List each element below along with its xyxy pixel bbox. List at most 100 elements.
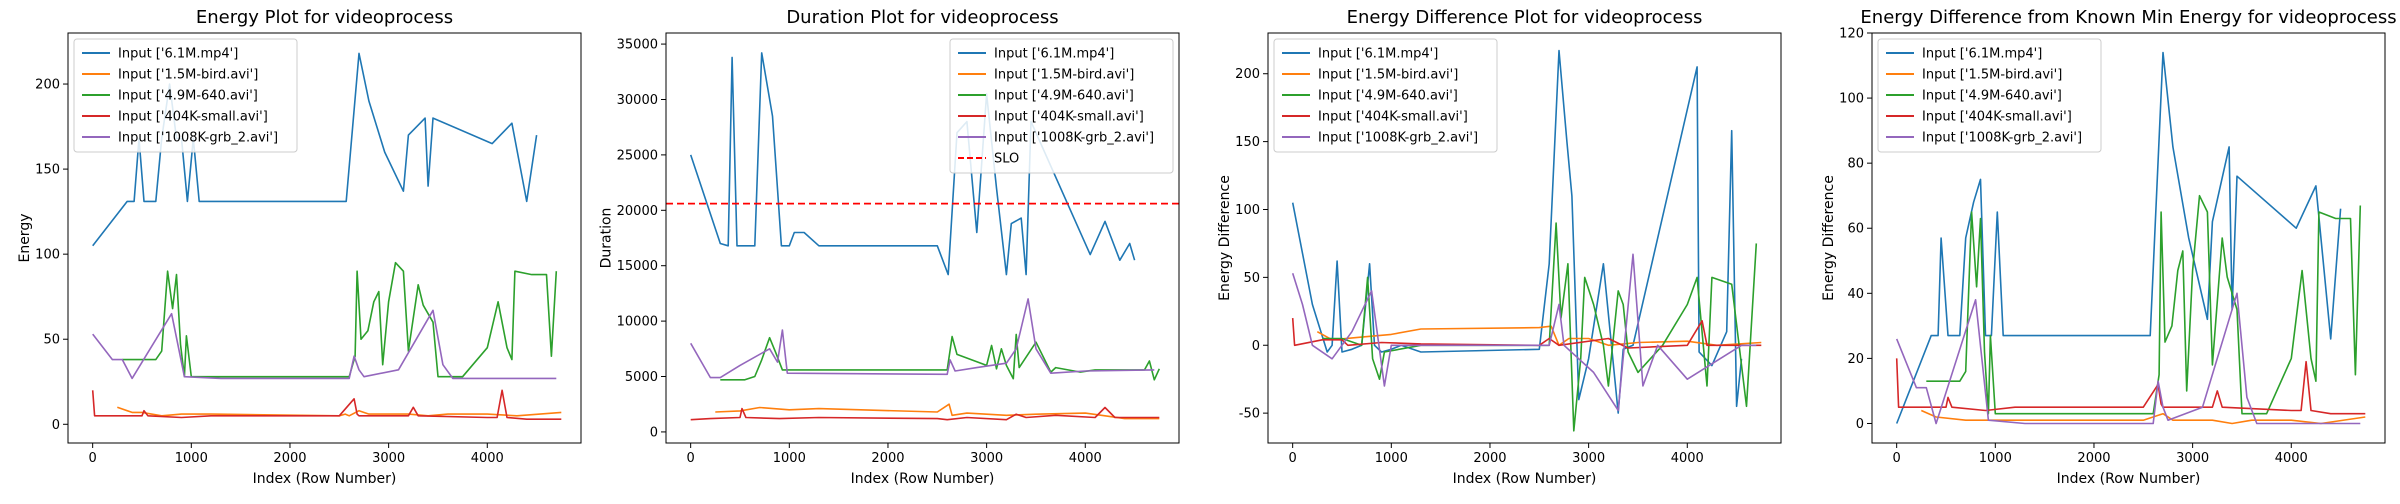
- legend: Input ['6.1M.mp4'] Input ['1.5M-bird.avi'…: [949, 38, 1174, 174]
- legend-label: Input ['6.1M.mp4']: [1318, 47, 1438, 62]
- y-tick-label: 50: [1243, 271, 1260, 286]
- series-group: [91, 52, 562, 420]
- series-line-3: [122, 261, 558, 378]
- y-tick-label: 200: [35, 78, 60, 93]
- y-tick-label: 120: [1839, 27, 1864, 42]
- legend: Input ['6.1M.mp4'] Input ['1.5M-bird.avi'…: [1877, 38, 2102, 153]
- x-tick-label: 1000: [773, 451, 806, 466]
- series-line-5: [690, 298, 1155, 379]
- y-tick-label: 30000: [617, 93, 658, 108]
- legend-label: Input ['6.1M.mp4']: [118, 47, 238, 62]
- legend-label: Input ['6.1M.mp4']: [1922, 47, 2042, 62]
- y-tick-label: 5000: [625, 370, 658, 385]
- series-group: [666, 52, 1179, 421]
- y-tick-label: 20: [1847, 352, 1864, 367]
- legend-box: [1877, 38, 2102, 153]
- legend-label: Input ['1.5M-bird.avi']: [1318, 68, 1458, 83]
- legend-label: Input ['404K-small.avi']: [118, 110, 268, 125]
- y-axis-label: Energy Difference: [1821, 175, 1837, 301]
- legend-label: Input ['1.5M-bird.avi']: [994, 68, 1134, 83]
- series-line-2: [715, 403, 1160, 420]
- y-tick-label: 150: [1235, 135, 1260, 150]
- series-line-1: [1895, 51, 2342, 424]
- axes-frame: [665, 32, 1180, 444]
- y-tick-label: 50: [43, 333, 60, 348]
- legend-label: Input ['6.1M.mp4']: [994, 47, 1114, 62]
- legend-label: Input ['1008K-grb_2.avi']: [118, 131, 278, 146]
- y-tick-label: 25000: [617, 148, 658, 163]
- chart-title: Energy Difference Plot for videoprocess: [1347, 7, 1703, 28]
- y-axis-label: Energy: [17, 213, 33, 262]
- y-tick-label: 100: [1839, 92, 1864, 107]
- legend-box: [949, 38, 1174, 174]
- x-tick-label: 0: [1289, 451, 1297, 466]
- series-line-3: [720, 333, 1161, 381]
- x-tick-label: 0: [89, 451, 97, 466]
- series-line-5: [1895, 292, 2361, 425]
- legend-label: Input ['1.5M-bird.avi']: [1922, 68, 2062, 83]
- series-line-4: [1895, 358, 2366, 415]
- x-tick-label: 3000: [2176, 451, 2209, 466]
- y-tick-label: -50: [1239, 407, 1260, 422]
- x-tick-label: 2000: [1473, 451, 1506, 466]
- series-line-1: [92, 52, 538, 247]
- y-tick-label: 35000: [617, 38, 658, 53]
- y-tick-label: 0: [1856, 417, 1864, 432]
- y-tick-label: 15000: [617, 259, 658, 274]
- axes-frame: [67, 32, 582, 444]
- x-axis-label: Index (Row Number): [2057, 471, 2201, 487]
- x-axis-label: Index (Row Number): [851, 471, 995, 487]
- series-line-2: [117, 406, 562, 417]
- legend-label: Input ['1.5M-bird.avi']: [118, 68, 258, 83]
- series-line-5: [1291, 253, 1757, 412]
- x-tick-label: 1000: [1375, 451, 1408, 466]
- series-line-5: [92, 309, 557, 380]
- chart-title: Duration Plot for videoprocess: [786, 7, 1058, 28]
- x-tick-label: 4000: [1671, 451, 1704, 466]
- x-tick-label: 4000: [1069, 451, 1102, 466]
- y-tick-label: 0: [1252, 339, 1260, 354]
- legend-label: SLO: [994, 152, 1019, 167]
- legend-box: [73, 38, 298, 153]
- x-tick-label: 2000: [2077, 451, 2110, 466]
- legend-label: Input ['4.9M-640.avi']: [994, 89, 1134, 104]
- series-line-4: [91, 389, 562, 420]
- chart-panel-2: Duration Plot for videoprocess 0 1000 2000 3…: [599, 7, 1180, 487]
- y-tick-label: 100: [1235, 203, 1260, 218]
- x-tick-label: 1000: [175, 451, 208, 466]
- series-line-3: [1322, 222, 1758, 432]
- x-tick-label: 4000: [2275, 451, 2308, 466]
- axes-frame: [1871, 32, 2386, 444]
- x-tick-label: 0: [687, 451, 695, 466]
- axes-frame: [1267, 32, 1782, 444]
- chart-panel-3: Energy Difference Plot for videoprocess 0…: [1217, 7, 1782, 487]
- y-tick-label: 10000: [617, 315, 658, 330]
- x-axis-label: Index (Row Number): [1453, 471, 1597, 487]
- series-line-4: [1291, 318, 1762, 349]
- legend: Input ['6.1M.mp4'] Input ['1.5M-bird.avi'…: [73, 38, 298, 153]
- y-tick-label: 80: [1847, 157, 1864, 172]
- x-tick-label: 3000: [372, 451, 405, 466]
- x-tick-label: 2000: [871, 451, 904, 466]
- legend-label: Input ['1008K-grb_2.avi']: [994, 131, 1154, 146]
- legend-label: Input ['404K-small.avi']: [1922, 110, 2072, 125]
- y-tick-label: 40: [1847, 287, 1864, 302]
- series-group: [1895, 51, 2366, 425]
- x-tick-label: 2000: [273, 451, 306, 466]
- chart-title: Energy Plot for videoprocess: [196, 7, 453, 28]
- x-tick-label: 3000: [970, 451, 1003, 466]
- y-tick-label: 20000: [617, 204, 658, 219]
- legend-label: Input ['1008K-grb_2.avi']: [1922, 131, 2082, 146]
- legend: Input ['6.1M.mp4'] Input ['1.5M-bird.avi'…: [1273, 38, 1498, 153]
- legend-label: Input ['4.9M-640.avi']: [118, 89, 258, 104]
- y-tick-label: 0: [52, 418, 60, 433]
- y-tick-label: 60: [1847, 222, 1864, 237]
- legend-box: [1273, 38, 1498, 153]
- x-tick-label: 3000: [1572, 451, 1605, 466]
- legend-label: Input ['404K-small.avi']: [994, 110, 1144, 125]
- legend-label: Input ['4.9M-640.avi']: [1922, 89, 2062, 104]
- series-line-4: [690, 406, 1160, 421]
